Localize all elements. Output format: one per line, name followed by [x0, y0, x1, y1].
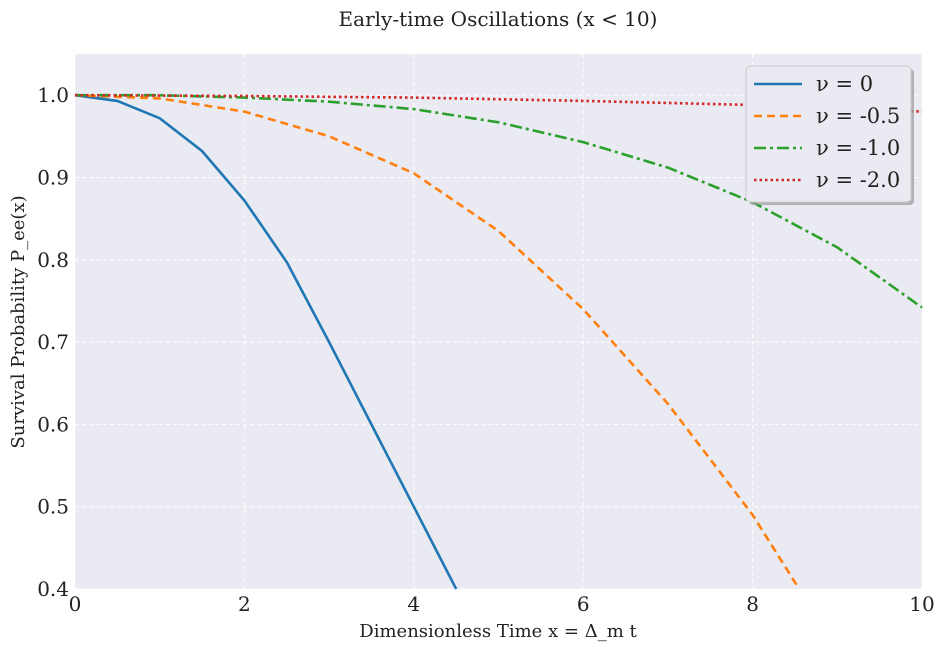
x-tick-label: 8 — [746, 592, 759, 616]
y-tick-label: 0.8 — [37, 248, 69, 272]
y-tick-label: 1.0 — [37, 83, 69, 107]
x-tick-label: 10 — [909, 592, 934, 616]
chart-title: Early-time Oscillations (x < 10) — [339, 7, 658, 31]
grid — [74, 54, 923, 590]
y-tick-label: 0.6 — [37, 412, 69, 436]
y-ticks: 0.4 0.5 0.6 0.7 0.8 0.9 1.0 — [37, 83, 69, 601]
series-line-0 — [74, 93, 458, 590]
y-tick-label: 0.5 — [37, 495, 69, 519]
x-tick-label: 4 — [407, 592, 420, 616]
legend-label: ν = -2.0 — [816, 168, 900, 192]
x-tick-label: 2 — [238, 592, 251, 616]
y-tick-label: 0.4 — [37, 577, 69, 601]
y-tick-label: 0.9 — [37, 165, 69, 189]
y-axis-label: Survival Probability P_ee(x) — [8, 195, 29, 448]
legend-label: ν = 0 — [816, 72, 873, 96]
x-axis-label: Dimensionless Time x = Δ_m t — [359, 621, 637, 642]
legend-box — [745, 65, 912, 203]
legend-label: ν = -0.5 — [816, 104, 900, 128]
x-ticks: 0 2 4 6 8 10 — [69, 592, 935, 616]
y-tick-label: 0.7 — [37, 330, 69, 354]
series-line-2 — [75, 93, 923, 309]
x-tick-label: 6 — [577, 592, 590, 616]
x-tick-label: 0 — [69, 592, 82, 616]
legend-label: ν = -1.0 — [816, 136, 900, 160]
legend: ν = 0 ν = -0.5 ν = -1.0 ν = -2.0 — [745, 65, 914, 205]
